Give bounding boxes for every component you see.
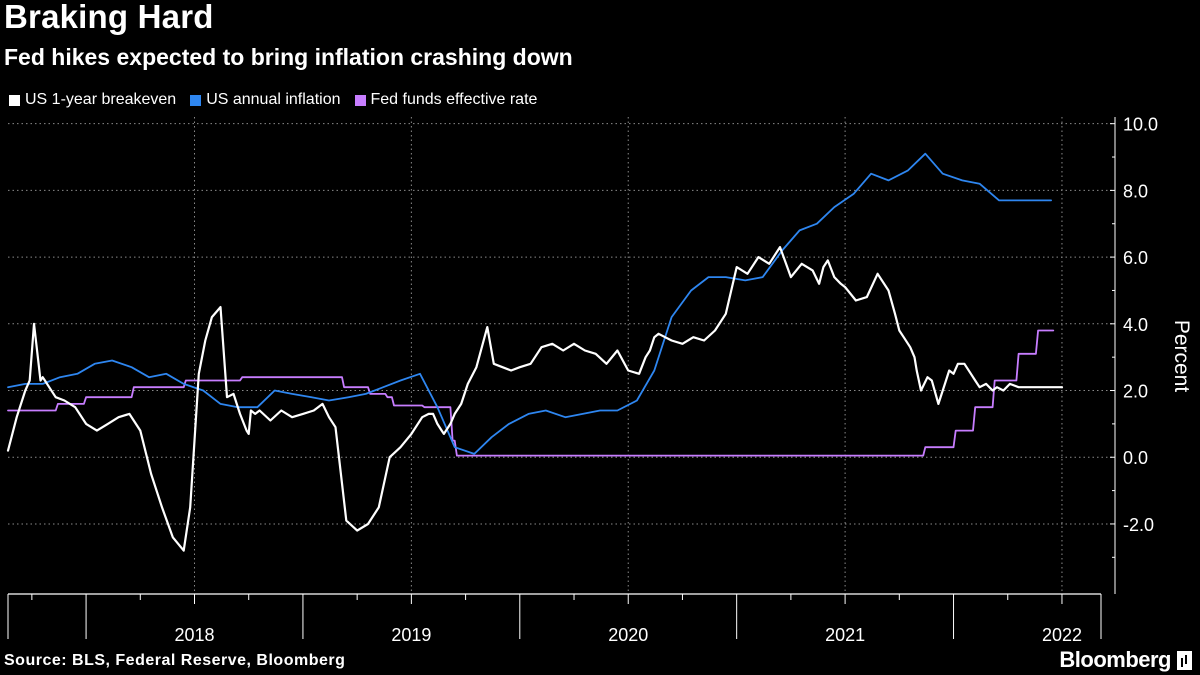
legend-swatch-fedfunds [354,94,366,106]
y-axis-title: Percent [1170,320,1193,393]
bloomberg-brand: Bloomberg [1059,647,1192,673]
grid [8,117,1113,594]
brand-name: Bloomberg [1059,647,1171,672]
legend-swatch-inflation [190,94,202,106]
y-tick-label: 0.0 [1123,448,1148,468]
y-tick-label: 10.0 [1123,115,1158,135]
x-tick-label: 2021 [825,625,865,645]
legend-item-breakeven: US 1-year breakeven [9,91,176,109]
y-tick-label: 2.0 [1123,382,1148,402]
x-tick-label: 2018 [174,625,214,645]
legend-label-inflation: US annual inflation [206,91,341,108]
axes [7,117,1116,639]
series-breakeven [6,246,1064,552]
x-tick-label: 2022 [1042,625,1082,645]
axis-labels: 10.0 8.0 6.0 4.0 2.0 0.0 -2.0 Percent 2018 2019 20… [174,115,1193,645]
legend-label-fedfunds: Fed funds effective rate [370,91,538,108]
chart-title: Braking Hard [4,0,214,35]
x-tick-label: 2019 [391,625,431,645]
legend-swatch-breakeven [9,94,20,106]
legend-item-inflation: US annual inflation [190,91,341,109]
legend-item-fedfunds: Fed funds effective rate [354,91,538,109]
series-lines [6,152,1064,552]
y-tick-label: 4.0 [1123,315,1148,335]
chart-subtitle: Fed hikes expected to bring inflation cr… [4,44,573,70]
series-inflation [7,152,1052,455]
legend: US 1-year breakeven US annual inflation … [9,91,537,109]
x-tick-label: 2020 [608,625,648,645]
y-tick-label: 8.0 [1123,181,1148,201]
bloomberg-logo-icon [1177,650,1192,670]
series-fedfunds [7,329,1055,457]
y-tick-label: 6.0 [1123,248,1148,268]
y-tick-label: -2.0 [1123,515,1154,535]
legend-label-breakeven: US 1-year breakeven [25,91,177,108]
source-note: Source: BLS, Federal Reserve, Bloomberg [4,652,346,669]
